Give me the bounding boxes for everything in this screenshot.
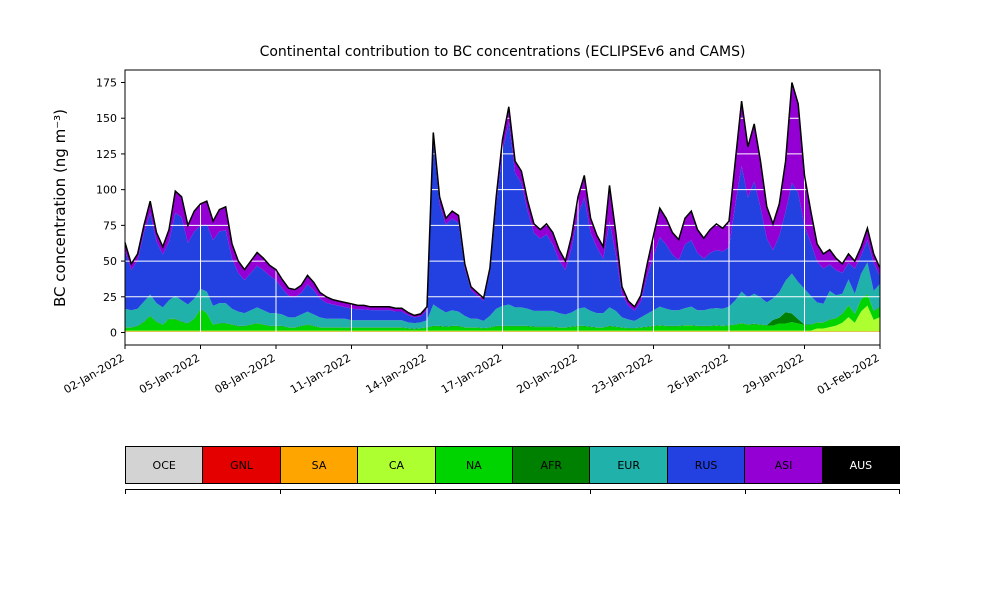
- legend-item-CA: CA: [357, 446, 436, 484]
- x-tick-label: 29-Jan-2022: [741, 351, 806, 396]
- legend-axis-tick: [590, 490, 591, 494]
- y-tick-label: 0: [110, 327, 117, 340]
- x-tick-label: 26-Jan-2022: [666, 351, 731, 396]
- x-tick-label: 17-Jan-2022: [439, 351, 504, 396]
- x-tick-label: 20-Jan-2022: [515, 351, 580, 396]
- x-tick-label: 14-Jan-2022: [364, 351, 429, 396]
- legend-label-OCE: OCE: [152, 458, 176, 472]
- x-tick-label: 02-Jan-2022: [62, 351, 127, 396]
- legend-item-AUS: AUS: [821, 446, 901, 484]
- legend-label-NA: NA: [465, 458, 482, 472]
- legend-item-GNL: GNL: [202, 446, 281, 484]
- y-tick-label: 100: [96, 184, 117, 197]
- total-line: [124, 82, 881, 317]
- legend-item-AFR: AFR: [512, 446, 591, 484]
- y-tick-label: 75: [103, 219, 117, 232]
- legend-axis-tick: [280, 490, 281, 494]
- legend-item-ASI: ASI: [744, 446, 823, 484]
- legend-label-ASI: ASI: [774, 458, 793, 472]
- x-tick-label: 05-Jan-2022: [137, 351, 202, 396]
- legend-axis: [125, 489, 900, 495]
- x-tick-label: 23-Jan-2022: [590, 351, 655, 396]
- legend-label-CA: CA: [388, 458, 405, 472]
- legend-item-SA: SA: [279, 446, 359, 484]
- legend-label-RUS: RUS: [694, 458, 718, 472]
- legend-axis-tick: [125, 490, 126, 494]
- x-tick-label: 11-Jan-2022: [288, 351, 353, 396]
- legend-label-EUR: EUR: [617, 458, 640, 472]
- y-tick-label: 25: [103, 291, 117, 304]
- y-tick-label: 125: [96, 148, 117, 161]
- y-tick-label: 175: [96, 77, 117, 90]
- area-EUR: [125, 262, 880, 329]
- legend: OCE GNL SA CA NA AFR EUR RUS ASI AUS: [125, 446, 901, 484]
- legend-item-OCE: OCE: [125, 446, 204, 484]
- legend-axis-tick: [435, 490, 436, 494]
- legend-label-AUS: AUS: [849, 458, 873, 472]
- legend-label-GNL: GNL: [230, 458, 254, 472]
- x-tick-label: 08-Jan-2022: [213, 351, 278, 396]
- legend-axis-tick: [745, 490, 746, 494]
- y-tick-label: 50: [103, 255, 117, 268]
- legend-item-NA: NA: [434, 446, 514, 484]
- legend-item-EUR: EUR: [589, 446, 668, 484]
- legend-label-AFR: AFR: [540, 458, 562, 472]
- y-tick-label: 150: [96, 112, 117, 125]
- legend-axis-tick: [899, 490, 900, 494]
- legend-item-RUS: RUS: [666, 446, 746, 484]
- legend-label-SA: SA: [311, 458, 327, 472]
- x-tick-label: 01-Feb-2022: [815, 351, 882, 397]
- chart-title: Continental contribution to BC concentra…: [259, 44, 746, 60]
